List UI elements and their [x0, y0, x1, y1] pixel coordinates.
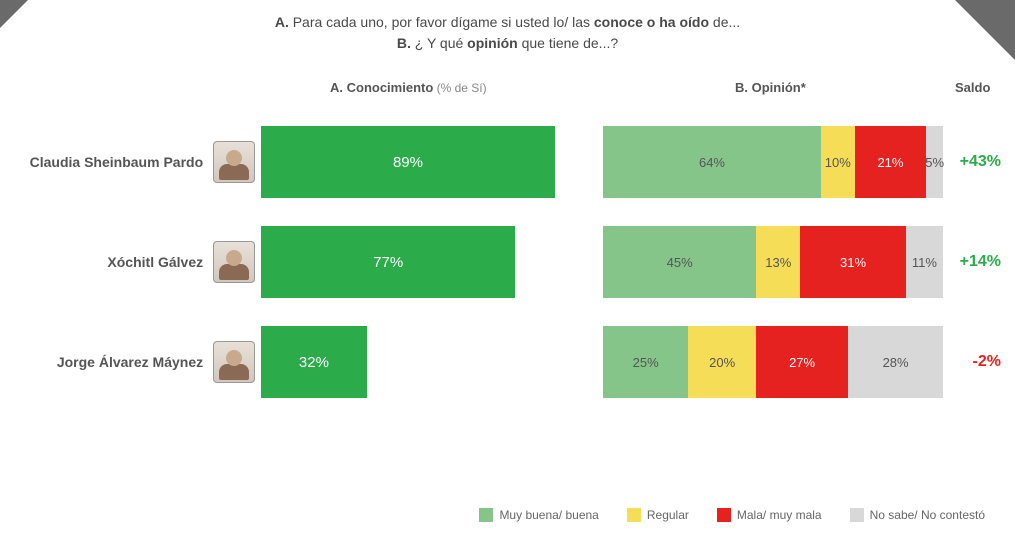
opinion-segment-dk: 28%	[848, 326, 943, 398]
opinion-segment-good: 45%	[603, 226, 756, 298]
question-a-text: Para cada uno, por favor dígame si usted…	[293, 14, 594, 30]
col-header-saldo: Saldo	[955, 80, 990, 95]
saldo-value: +43%	[943, 153, 1001, 171]
legend-item-dk: No sabe/ No contestó	[850, 508, 985, 522]
opinion-bar-wrap: 64%10%21%5%	[603, 126, 943, 198]
corner-decoration-tl	[0, 0, 28, 28]
candidate-avatar	[213, 241, 255, 283]
corner-decoration-tr	[955, 0, 1015, 60]
question-b-suffix: que tiene de...?	[518, 35, 618, 51]
question-b: B. ¿ Y qué opinión que tiene de...?	[60, 33, 955, 54]
candidate-avatar	[213, 341, 255, 383]
opinion-bar-wrap: 25%20%27%28%	[603, 326, 943, 398]
question-a-bold: conoce o ha oído	[594, 14, 709, 30]
opinion-segment-bad: 27%	[756, 326, 848, 398]
candidate-row: Xóchitl Gálvez 77% 45%13%31%11%+14%	[0, 212, 1015, 312]
legend-item-regular: Regular	[627, 508, 689, 522]
candidate-name: Xóchitl Gálvez	[20, 254, 213, 270]
legend-label-regular: Regular	[647, 508, 689, 522]
legend-label-good: Muy buena/ buena	[499, 508, 598, 522]
knowledge-bar: 89%	[261, 126, 555, 198]
opinion-bar-wrap: 45%13%31%11%	[603, 226, 943, 298]
legend-label-bad: Mala/ muy mala	[737, 508, 822, 522]
swatch-good	[479, 508, 493, 522]
knowledge-bar-wrap: 32%	[261, 326, 579, 398]
opinion-segment-good: 25%	[603, 326, 688, 398]
col-header-knowledge-bold: A. Conocimiento	[330, 80, 433, 95]
opinion-segment-reg: 20%	[688, 326, 756, 398]
legend-label-dk: No sabe/ No contestó	[870, 508, 985, 522]
col-header-opinion: B. Opinión*	[735, 80, 806, 95]
question-a-suffix: de...	[709, 14, 740, 30]
opinion-segment-bad: 21%	[855, 126, 926, 198]
opinion-segment-dk: 5%	[926, 126, 943, 198]
legend-item-good: Muy buena/ buena	[479, 508, 598, 522]
question-a: A. Para cada uno, por favor dígame si us…	[60, 12, 955, 33]
opinion-segment-bad: 31%	[800, 226, 905, 298]
chart-rows: Claudia Sheinbaum Pardo 89% 64%10%21%5%+43…	[0, 112, 1015, 412]
candidate-row: Claudia Sheinbaum Pardo 89% 64%10%21%5%+43…	[0, 112, 1015, 212]
column-headers: A. Conocimiento (% de Sí) B. Opinión* Sa…	[0, 80, 1015, 102]
swatch-dk	[850, 508, 864, 522]
opinion-segment-reg: 10%	[821, 126, 855, 198]
knowledge-bar-wrap: 89%	[261, 126, 579, 198]
knowledge-bar: 32%	[261, 326, 367, 398]
opinion-segment-dk: 11%	[906, 226, 943, 298]
swatch-bad	[717, 508, 731, 522]
question-b-text: ¿ Y qué	[415, 35, 467, 51]
candidate-name: Claudia Sheinbaum Pardo	[20, 154, 213, 170]
question-b-prefix: B.	[397, 35, 415, 51]
question-b-bold: opinión	[467, 35, 518, 51]
question-a-prefix: A.	[275, 14, 293, 30]
saldo-value: -2%	[943, 353, 1001, 371]
opinion-segment-good: 64%	[603, 126, 821, 198]
opinion-legend: Muy buena/ buena Regular Mala/ muy mala …	[479, 508, 985, 522]
candidate-row: Jorge Álvarez Máynez 32% 25%20%27%28%-2%	[0, 312, 1015, 412]
col-header-knowledge-note: (% de Sí)	[433, 81, 486, 95]
legend-item-bad: Mala/ muy mala	[717, 508, 822, 522]
col-header-knowledge: A. Conocimiento (% de Sí)	[330, 80, 487, 95]
survey-question-header: A. Para cada uno, por favor dígame si us…	[0, 0, 1015, 54]
candidate-name: Jorge Álvarez Máynez	[20, 354, 213, 370]
swatch-regular	[627, 508, 641, 522]
knowledge-bar-wrap: 77%	[261, 226, 579, 298]
saldo-value: +14%	[943, 253, 1001, 271]
candidate-avatar	[213, 141, 255, 183]
opinion-segment-reg: 13%	[756, 226, 800, 298]
knowledge-bar: 77%	[261, 226, 515, 298]
